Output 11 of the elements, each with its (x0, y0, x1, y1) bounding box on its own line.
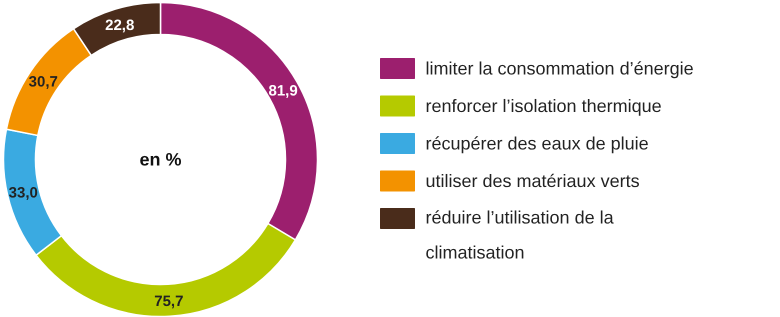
legend-label: limiter la consommation d’énergie (426, 58, 694, 78)
data-label: 22,8 (105, 17, 134, 34)
legend-label: réduire l’utilisation de la climatisation (426, 208, 615, 262)
legend-label: utiliser des matériaux verts (426, 171, 640, 191)
data-label: 33,0 (8, 184, 38, 202)
data-label: 75,7 (154, 292, 184, 310)
text: en % (139, 150, 182, 170)
legend-label: récupérer des eaux de pluie (426, 134, 649, 154)
data-label: 81,9 (268, 82, 298, 100)
legend-label: renforcer l’isolation thermique (426, 96, 662, 116)
data-label: 30,7 (28, 74, 58, 91)
